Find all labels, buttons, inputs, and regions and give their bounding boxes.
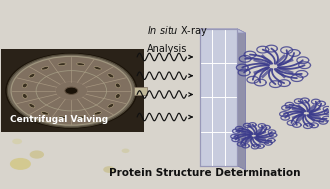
Ellipse shape bbox=[58, 116, 66, 119]
Ellipse shape bbox=[29, 104, 35, 108]
Ellipse shape bbox=[77, 63, 85, 66]
Ellipse shape bbox=[77, 116, 85, 119]
Text: Centrifugal Valving: Centrifugal Valving bbox=[10, 115, 108, 124]
Bar bbox=[134, 87, 147, 95]
Ellipse shape bbox=[108, 74, 114, 78]
Ellipse shape bbox=[94, 112, 101, 115]
Ellipse shape bbox=[58, 63, 66, 66]
Ellipse shape bbox=[41, 112, 49, 115]
Ellipse shape bbox=[115, 83, 120, 88]
Polygon shape bbox=[200, 29, 246, 33]
Ellipse shape bbox=[94, 67, 101, 70]
Circle shape bbox=[122, 149, 129, 153]
Polygon shape bbox=[237, 29, 246, 170]
Circle shape bbox=[6, 53, 137, 128]
Ellipse shape bbox=[108, 104, 114, 108]
Circle shape bbox=[65, 87, 78, 94]
Circle shape bbox=[30, 150, 44, 159]
Circle shape bbox=[12, 139, 22, 144]
Bar bbox=[0, 50, 144, 132]
Bar bbox=[200, 29, 237, 166]
Circle shape bbox=[103, 166, 115, 173]
Text: $\mathit{In\ situ}$ X-ray: $\mathit{In\ situ}$ X-ray bbox=[147, 24, 208, 38]
Ellipse shape bbox=[22, 83, 27, 88]
Ellipse shape bbox=[115, 94, 120, 98]
Text: Analysis: Analysis bbox=[147, 44, 187, 54]
Text: Protein Structure Determination: Protein Structure Determination bbox=[109, 168, 300, 178]
Circle shape bbox=[10, 56, 133, 126]
Ellipse shape bbox=[29, 74, 35, 78]
Ellipse shape bbox=[22, 94, 27, 98]
Circle shape bbox=[7, 54, 135, 127]
Ellipse shape bbox=[41, 67, 49, 70]
Circle shape bbox=[10, 158, 31, 170]
